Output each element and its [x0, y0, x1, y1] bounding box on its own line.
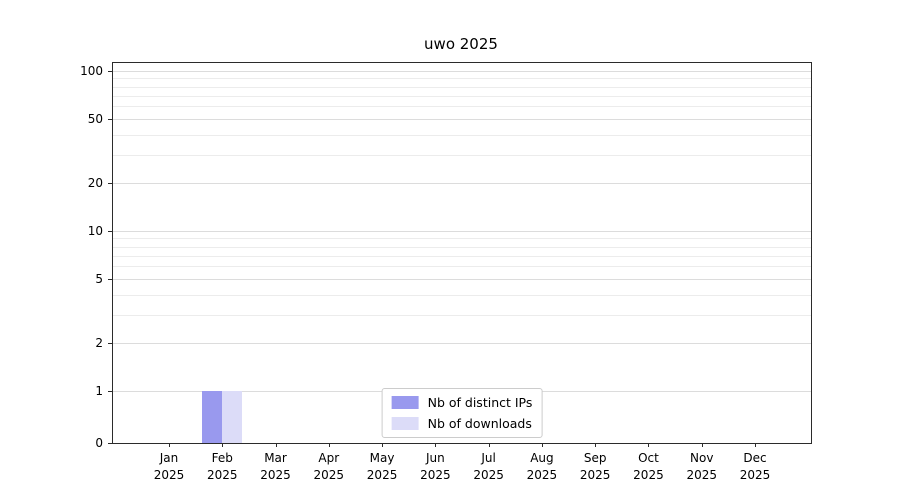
- legend-label-downloads: Nb of downloads: [427, 416, 532, 431]
- x-tick-label: Dec 2025: [739, 451, 771, 483]
- gridline-minor: [113, 106, 811, 108]
- y-tick-mark: [108, 342, 112, 344]
- gridline-minor: [113, 246, 811, 248]
- y-tick-label: 1: [95, 384, 103, 398]
- x-tick-mark: [328, 443, 330, 447]
- x-tick-label: Oct 2025: [633, 451, 664, 483]
- gridline-major: [113, 279, 811, 281]
- legend-label-distinct-ips: Nb of distinct IPs: [427, 395, 533, 410]
- y-tick-label: 5: [95, 272, 103, 287]
- x-tick-mark: [701, 443, 703, 447]
- y-tick-label: 0: [95, 436, 103, 450]
- x-tick-mark: [595, 443, 597, 447]
- x-tick-mark: [435, 443, 437, 447]
- gridline-minor: [113, 95, 811, 97]
- x-tick-label: Sep 2025: [579, 451, 611, 483]
- gridline-major: [113, 71, 811, 72]
- gridline-major: [113, 119, 811, 121]
- y-tick-mark: [108, 231, 112, 232]
- y-tick-mark: [108, 71, 112, 72]
- x-tick-mark: [169, 443, 170, 447]
- x-tick-mark: [541, 443, 543, 447]
- gridline-major: [113, 231, 811, 232]
- x-tick-mark: [222, 443, 224, 447]
- y-tick-label: 20: [87, 175, 103, 190]
- x-tick-label: Jul 2025: [473, 451, 504, 483]
- x-tick-mark: [488, 443, 490, 447]
- gridline-minor: [113, 238, 811, 240]
- x-tick-label: May 2025: [366, 451, 398, 483]
- x-tick-label: Nov 2025: [686, 451, 717, 483]
- plot-area: Nb of distinct IPs Nb of downloads 0 1 2 5 1…: [80, 62, 812, 482]
- x-tick-label: Apr 2025: [313, 451, 345, 483]
- y-tick-label: 2: [95, 335, 103, 350]
- gridline-minor: [113, 266, 811, 268]
- y-tick-mark: [108, 119, 112, 121]
- x-tick-mark: [275, 443, 277, 447]
- legend-item-downloads: Nb of downloads: [391, 416, 533, 431]
- chart-title: uwo 2025: [424, 35, 498, 53]
- x-tick-label: Aug 2025: [526, 451, 558, 483]
- gridline-minor: [113, 78, 811, 80]
- y-tick-label: 50: [87, 112, 103, 127]
- y-tick-label: 10: [87, 224, 103, 238]
- x-tick-label: Mar 2025: [260, 451, 291, 483]
- gridline-minor: [113, 255, 811, 257]
- gridline-minor: [113, 314, 811, 316]
- x-tick-mark: [755, 443, 756, 447]
- x-tick-label: Jan 2025: [153, 451, 185, 483]
- x-tick-mark: [382, 443, 384, 447]
- legend: Nb of distinct IPs Nb of downloads: [381, 388, 543, 438]
- bar-downloads: [222, 391, 243, 443]
- gridline-minor: [113, 134, 811, 136]
- y-tick-mark: [108, 443, 112, 444]
- legend-swatch-downloads: [391, 417, 419, 430]
- y-tick-label: 100: [80, 64, 103, 78]
- x-tick-mark: [648, 443, 650, 447]
- bar-distinct-ips: [202, 391, 223, 443]
- gridline-major: [113, 342, 811, 344]
- x-tick-label: Jun 2025: [420, 451, 451, 483]
- y-tick-mark: [108, 391, 112, 392]
- legend-item-distinct-ips: Nb of distinct IPs: [391, 395, 533, 410]
- gridline-minor: [113, 294, 811, 296]
- gridline-minor: [113, 86, 811, 88]
- y-tick-mark: [108, 279, 112, 281]
- x-tick-label: Feb 2025: [206, 451, 238, 483]
- gridline-minor: [113, 154, 811, 156]
- legend-swatch-distinct-ips: [391, 396, 419, 409]
- gridline-major: [113, 182, 811, 184]
- y-tick-mark: [108, 182, 112, 184]
